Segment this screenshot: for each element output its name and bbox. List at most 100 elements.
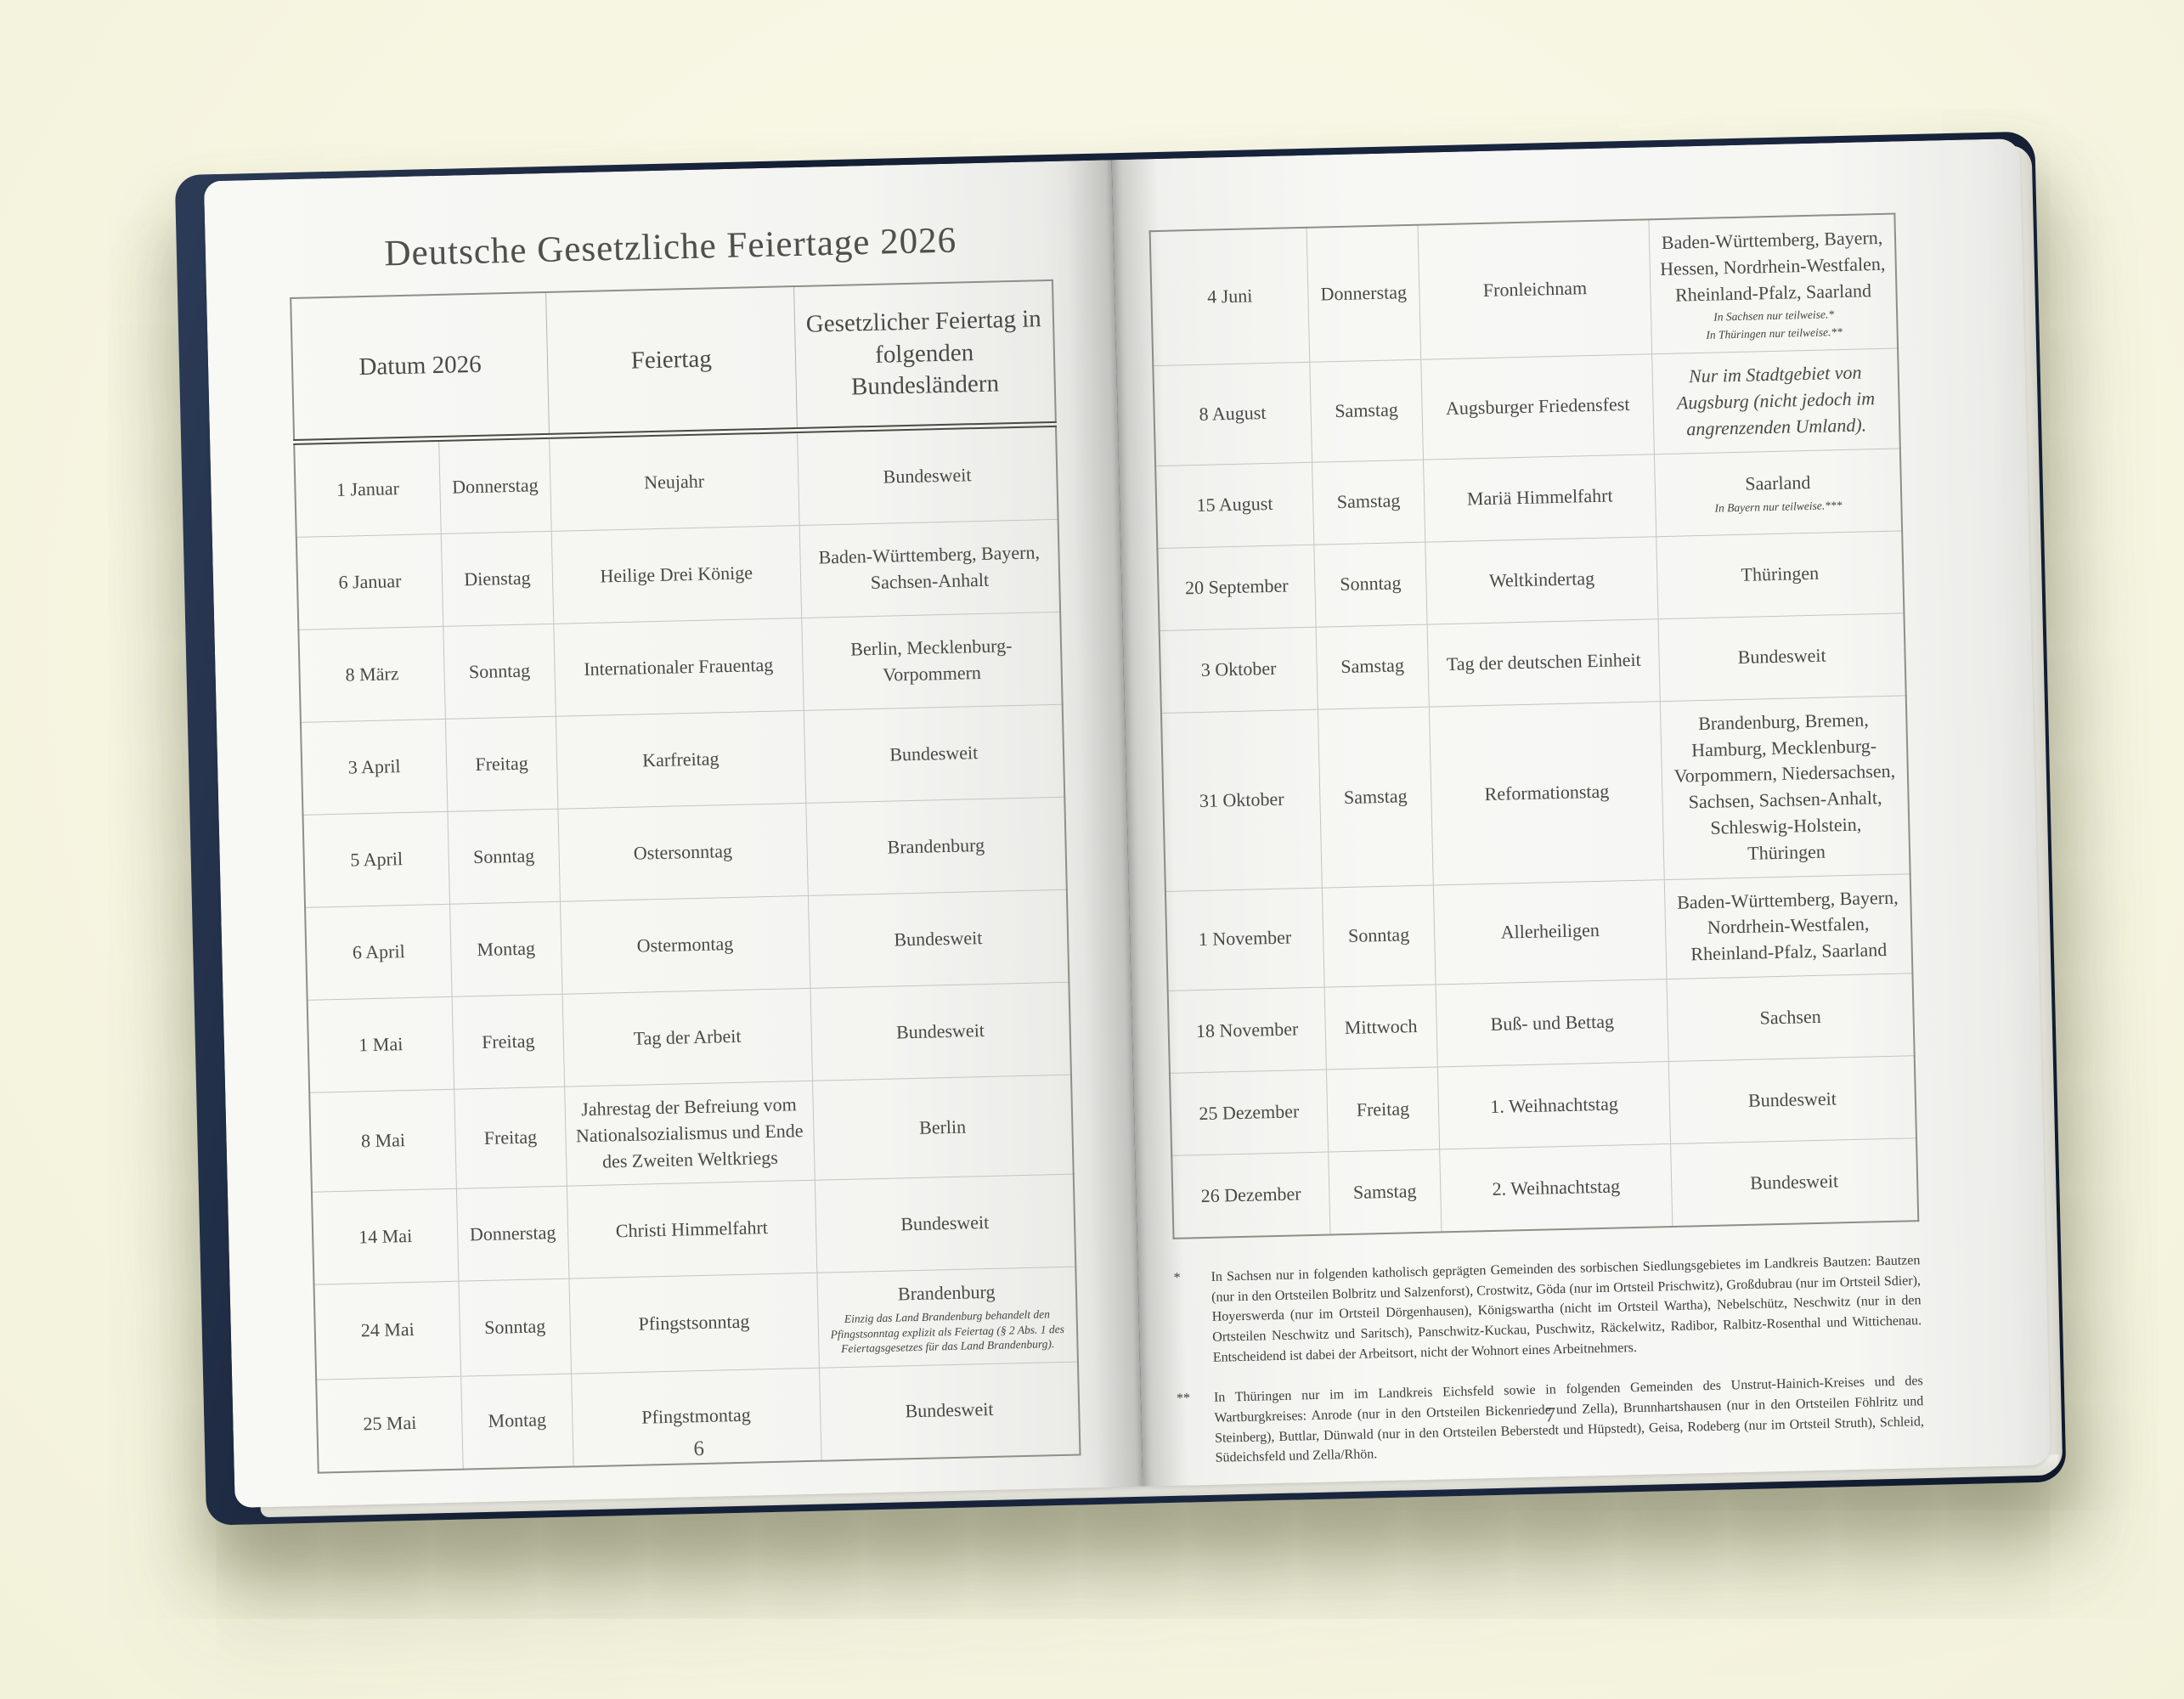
cell-date: 15 August [1155,462,1314,549]
cell-states: Bundesweit [796,424,1058,526]
table-row: 26 Dezember Samstag 2. Weihnachtstag Bun… [1171,1137,1919,1239]
table-header-row: Datum 2026 Feiertag Gesetzlicher Feierta… [291,279,1056,443]
cell-states: Bundesweit [803,704,1065,804]
table-row: 14 Mai Donnerstag Christi Himmelfahrt Bu… [311,1174,1076,1285]
cell-states: Bundesweit [1668,1055,1916,1144]
cell-day: Dienstag [441,531,554,627]
cell-states: Berlin [812,1075,1074,1181]
cell-holiday: Pfingstsonntag [568,1273,820,1374]
cell-holiday: Allerheiligen [1433,879,1668,985]
cell-holiday: Buß- und Bettag [1436,979,1669,1068]
cell-date: 6 April [305,904,453,1001]
states-text: Baden-Württemberg, Bayern, Hessen, Nordr… [1659,226,1886,306]
cell-day: Sonntag [1313,542,1428,628]
cell-date: 31 Oktober [1160,709,1323,892]
states-text: Brandenburg [897,1281,996,1305]
page-title: Deutsche Gesetzliche Feiertage 2026 [384,220,957,274]
footnote-marker: * [1173,1270,1181,1285]
cell-states: Bundesweit [807,889,1069,989]
cell-day: Mittwoch [1323,985,1438,1070]
table-row: 31 Oktober Samstag Reformationstag Brand… [1160,695,1910,892]
cell-date: 14 Mai [311,1188,459,1285]
open-pages: Deutsche Gesetzliche Feiertage 2026 Datu… [203,138,2051,1508]
cell-states: Nur im Stadtgebiet von Augsburg (nicht j… [1651,348,1900,454]
page-right: 4 Juni Donnerstag Fronleichnam Baden-Wür… [1111,138,2051,1508]
cell-states: Baden-Württemberg, Bayern, Hessen, Nordr… [1648,213,1899,355]
cell-day: Samstag [1328,1149,1442,1235]
table-row: 6 Januar Dienstag Heilige Drei Könige Ba… [296,519,1061,630]
cell-holiday: Christi Himmelfahrt [567,1180,817,1279]
holidays-table-right: 4 Juni Donnerstag Fronleichnam Baden-Wür… [1148,212,1920,1239]
cell-holiday: 2. Weihnachtstag [1439,1143,1673,1233]
table-row: 1 Mai Freitag Tag der Arbeit Bundesweit [307,982,1071,1093]
cell-day: Donnerstag [438,436,552,534]
cell-states: Baden-Württemberg, Bayern, Sachsen-Anhal… [799,519,1061,618]
cell-day: Freitag [454,1087,567,1189]
cell-holiday: Fronleichnam [1418,219,1652,360]
cell-holiday: Reformationstag [1429,701,1665,885]
cell-states: Bundesweit [810,982,1071,1081]
cell-holiday: Tag der deutschen Einheit [1427,618,1661,707]
cell-states: Brandenburg Einzig das Land Brandenburg … [816,1267,1078,1369]
cell-date: 1 Mai [307,996,454,1093]
cell-day: Samstag [1318,706,1434,888]
table-row: 8 August Samstag Augsburger Friedensfest… [1153,348,1900,466]
table-row: 6 April Montag Ostermontag Bundesweit [305,889,1069,1001]
cell-day: Sonntag [447,809,561,905]
cell-date: 8 Mai [309,1089,457,1193]
cell-date: 18 November [1167,987,1327,1074]
table-row: 8 März Sonntag Internationaler Frauentag… [298,612,1063,723]
table-row: 1 November Sonntag Allerheiligen Baden-W… [1165,873,1913,991]
cell-states: Bundesweit [814,1174,1076,1273]
cell-states: Brandenburg, Bremen, Hamburg, Mecklenbur… [1660,695,1910,880]
cell-date: 6 Januar [296,533,443,630]
cell-day: Samstag [1312,460,1426,545]
cell-date: 1 Januar [294,438,442,538]
col-header-datum: Datum 2026 [291,291,550,443]
cell-holiday: Ostersonntag [557,803,808,902]
cell-date: 3 April [300,719,448,816]
cell-states: Baden-Württemberg, Bayern, Nordrhein-Wes… [1664,873,1913,979]
page-left: Deutsche Gesetzliche Feiertage 2026 Datu… [203,160,1143,1508]
table-row: 3 April Freitag Karfreitag Bundesweit [300,704,1065,816]
cell-day: Samstag [1315,624,1430,710]
table-row: 5 April Sonntag Ostersonntag Brandenburg [302,797,1067,908]
cell-holiday: Ostermontag [560,895,810,995]
planner-book: Deutsche Gesetzliche Feiertage 2026 Datu… [174,131,2067,1526]
cell-states: Bundesweit [1658,612,1906,702]
cell-date: 5 April [302,811,450,908]
table-row: 4 Juni Donnerstag Fronleichnam Baden-Wür… [1149,213,1899,367]
footnotes-section: * In Sachsen nur in folgenden katholisch… [1173,1250,1927,1508]
cell-date: 24 Mai [313,1281,461,1380]
cell-day: Donnerstag [1306,224,1421,363]
cell-day: Freitag [452,994,565,1090]
cell-states: Thüringen [1656,530,1905,619]
cell-holiday: Augsburger Friedensfest [1420,354,1655,460]
states-footnote: In Sachsen nur teilweise.* [1713,308,1835,324]
states-footnote: In Bayern nur teilweise.*** [1714,499,1843,515]
cell-date: 25 Dezember [1169,1070,1329,1156]
holidays-table-left: Datum 2026 Feiertag Gesetzlicher Feierta… [290,279,1081,1474]
footnote-marker: ** [1176,1391,1191,1407]
cell-holiday: Heilige Drei Könige [551,525,802,624]
cell-date: 1 November [1165,887,1324,991]
footnote-text: In Sachsen nur in folgenden katholisch g… [1211,1253,1922,1365]
cell-day: Montag [449,901,563,997]
cell-states: Bundesweit [1670,1137,1919,1228]
cell-date: 20 September [1157,545,1316,631]
cell-date: 4 Juni [1149,227,1310,367]
table-row: 8 Mai Freitag Jahrestag der Befreiung vo… [309,1075,1074,1193]
cell-day: Sonntag [1322,884,1436,988]
cell-states: Berlin, Mecklenburg-Vorpommern [801,612,1063,711]
footnote: * In Sachsen nur in folgenden katholisch… [1173,1250,1922,1369]
cell-holiday: Mariä Himmelfahrt [1423,454,1656,543]
cell-states: Brandenburg [805,797,1067,896]
cell-day: Samstag [1309,359,1424,463]
cell-day: Sonntag [443,624,556,720]
cell-date: 8 August [1153,362,1312,466]
cell-holiday: Weltkindertag [1425,536,1659,624]
table-row: 24 Mai Sonntag Pfingstsonntag Brandenbur… [313,1267,1078,1380]
cell-date: 26 Dezember [1171,1152,1330,1239]
cell-day: Freitag [445,716,558,812]
